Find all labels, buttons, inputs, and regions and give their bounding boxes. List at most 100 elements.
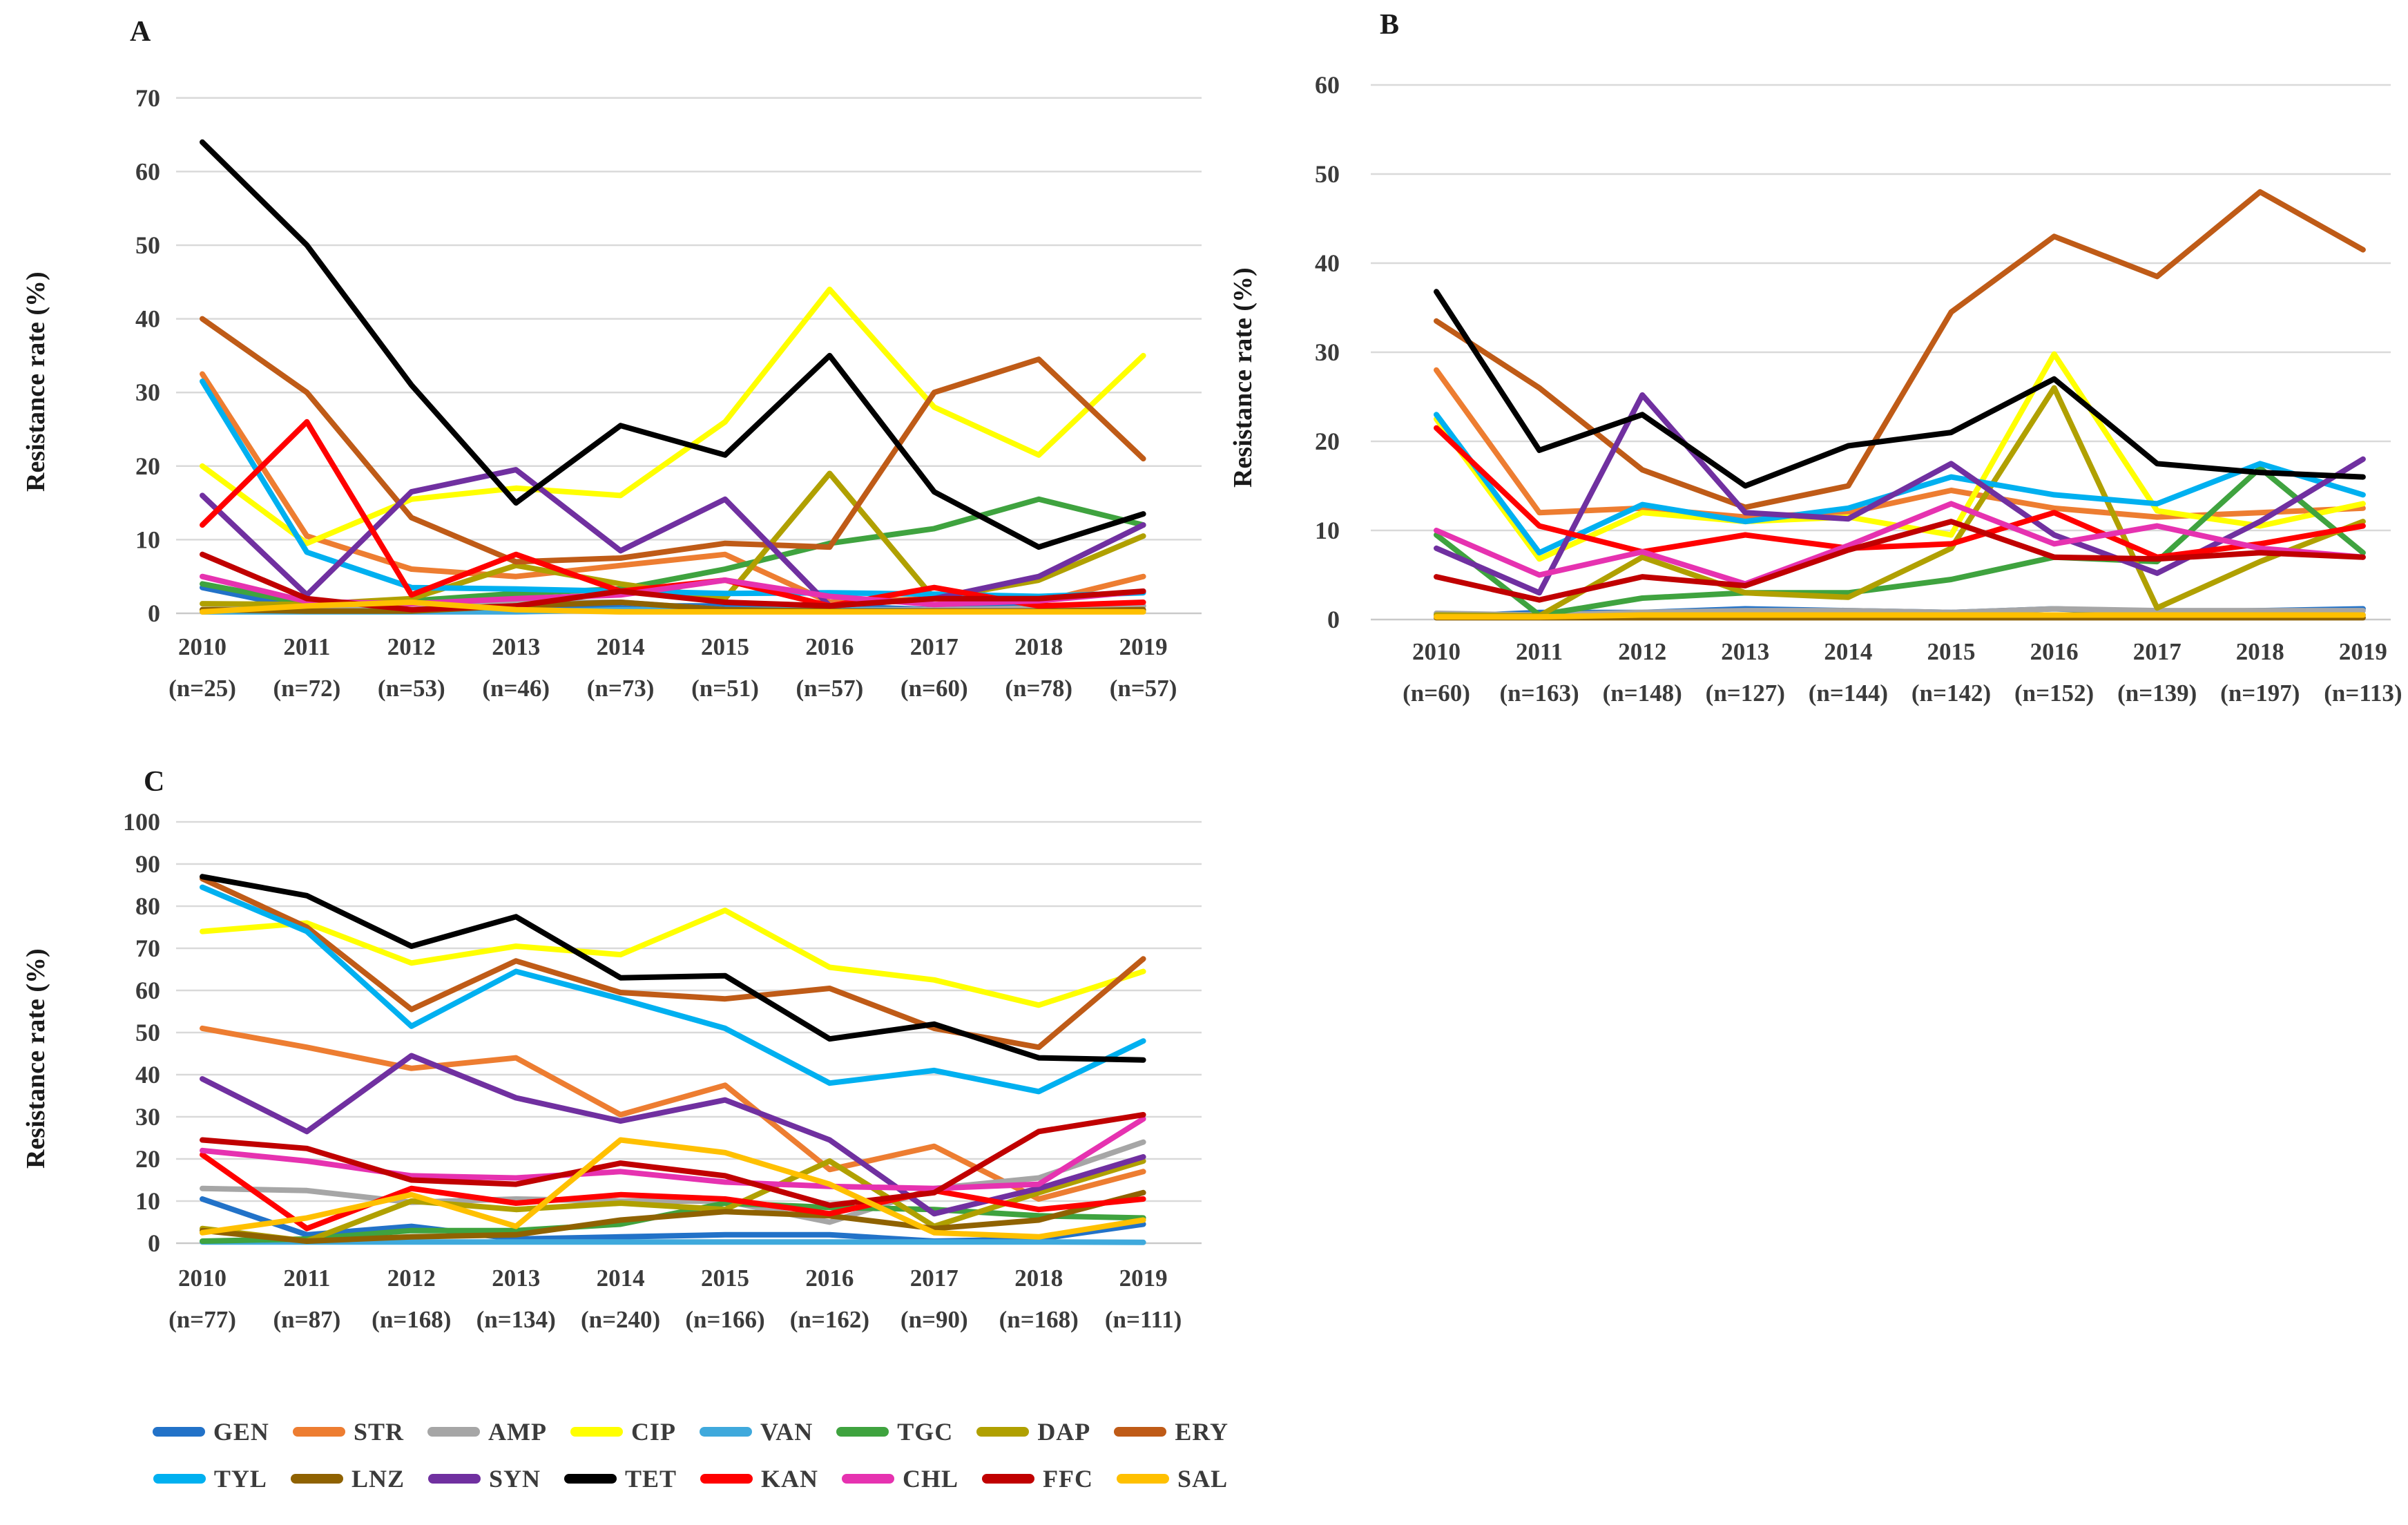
svg-text:50: 50 (135, 1019, 160, 1046)
svg-text:70: 70 (135, 84, 160, 112)
svg-text:2019: 2019 (2339, 638, 2387, 665)
legend-item-dap: DAP (976, 1417, 1090, 1446)
svg-text:2015: 2015 (701, 1265, 749, 1292)
svg-text:30: 30 (135, 1103, 160, 1131)
legend-swatch-tgc (836, 1427, 889, 1437)
svg-text:50: 50 (135, 231, 160, 259)
svg-text:30: 30 (1315, 338, 1340, 366)
legend-item-kan: KAN (700, 1464, 818, 1493)
chart-B-series-ERY (1434, 189, 2366, 510)
legend-item-tyl: TYL (153, 1464, 267, 1493)
svg-text:2010: 2010 (178, 633, 227, 660)
chart-C-series-SYN (200, 1053, 1146, 1217)
legend-label-van: VAN (760, 1418, 813, 1446)
legend-label-tet: TET (625, 1465, 677, 1493)
legend-swatch-gen (152, 1427, 205, 1437)
chart-C: 0 10 20 30 40 50 60 70 80 90 100 2010 (n=77) 2011 (n=8… (123, 808, 1202, 1333)
panel-label-c: C (144, 766, 165, 798)
legend-label-tgc: TGC (897, 1418, 954, 1446)
chart-C-series-VAN (200, 1239, 1146, 1245)
legend-label-str: STR (353, 1418, 404, 1446)
svg-text:30: 30 (135, 378, 160, 406)
chart-C-series-STR (200, 1025, 1146, 1202)
legend-item-syn: SYN (427, 1464, 541, 1493)
legend-row-1: GEN STR AMP CIP VAN TGC DAP ERY (104, 1417, 1278, 1446)
svg-text:2010: 2010 (1412, 638, 1461, 665)
svg-text:2013: 2013 (492, 633, 540, 660)
chart-A-ytick-labels: 0 10 20 30 40 50 60 70 (135, 84, 160, 627)
svg-text:60: 60 (135, 157, 160, 185)
chart-A-series-TET (200, 139, 1146, 550)
legend-swatch-tet (564, 1474, 617, 1484)
chart-C-series-CIP (200, 908, 1146, 1008)
chart-C-series-FFC (200, 1112, 1146, 1209)
y-axis-title-b: Resistance rate (%) (1229, 267, 1258, 488)
chart-C-series-CHL (200, 1116, 1146, 1191)
chart-A-xtick-labels: 2010 (n=25) 2011 (n=72) 2012 (n=53) 2013 (n=46)… (168, 633, 1177, 702)
chart-C-series-SAL (200, 1137, 1146, 1240)
chart-A-series-SYN (200, 467, 1146, 609)
chart-legend: GEN STR AMP CIP VAN TGC DAP ERY TYL LNZ SYN TET KAN C… (104, 1417, 1278, 1511)
chart-A: 0 10 20 30 40 50 60 70 2010 (n=25) 2011 (n=72) 2012 (… (135, 84, 1202, 702)
svg-text:20: 20 (135, 452, 160, 480)
svg-text:2012: 2012 (1618, 638, 1666, 665)
panel-label-a: A (130, 16, 151, 48)
chart-C-series-TYL (200, 884, 1146, 1095)
legend-item-tet: TET (564, 1464, 677, 1493)
svg-text:10: 10 (135, 1187, 160, 1215)
legend-item-sal: SAL (1117, 1464, 1228, 1493)
svg-text:(n=111): (n=111) (1105, 1306, 1182, 1333)
svg-text:0: 0 (148, 600, 160, 627)
svg-text:(n=90): (n=90) (900, 1306, 968, 1333)
legend-swatch-van (699, 1427, 752, 1437)
svg-text:(n=60): (n=60) (1403, 680, 1470, 707)
svg-text:2010: 2010 (178, 1265, 227, 1292)
svg-text:40: 40 (1315, 249, 1340, 277)
legend-label-chl: CHL (903, 1465, 959, 1493)
chart-A-series-SAL (200, 600, 1146, 615)
legend-swatch-ery (1114, 1427, 1167, 1437)
svg-text:(n=168): (n=168) (999, 1306, 1079, 1333)
legend-item-cip: CIP (570, 1417, 676, 1446)
legend-label-amp: AMP (488, 1418, 547, 1446)
svg-text:2016: 2016 (805, 633, 854, 660)
svg-text:0: 0 (1327, 606, 1340, 633)
svg-text:(n=152): (n=152) (2014, 680, 2094, 707)
chart-B-series-TGC (1434, 465, 2366, 618)
legend-item-gen: GEN (152, 1417, 269, 1446)
legend-swatch-tyl (153, 1474, 206, 1484)
chart-A-series-STR (200, 371, 1146, 605)
chart-B-series-SAL (1434, 612, 2366, 620)
legend-item-ery: ERY (1114, 1417, 1229, 1446)
legend-swatch-lnz (290, 1474, 343, 1484)
svg-text:(n=240): (n=240) (581, 1306, 660, 1333)
legend-item-tgc: TGC (836, 1417, 953, 1446)
svg-text:2016: 2016 (2030, 638, 2079, 665)
chart-C-series-TET (200, 874, 1146, 1063)
svg-text:2014: 2014 (597, 1265, 645, 1292)
legend-label-syn: SYN (488, 1465, 541, 1493)
svg-text:2014: 2014 (1824, 638, 1872, 665)
svg-text:(n=57): (n=57) (796, 675, 864, 702)
legend-swatch-amp (427, 1427, 480, 1437)
legend-swatch-syn (427, 1474, 481, 1484)
chart-C-series-AMP (200, 1139, 1146, 1225)
svg-text:(n=25): (n=25) (168, 675, 236, 702)
legend-swatch-sal (1117, 1474, 1170, 1484)
svg-text:2018: 2018 (1014, 1265, 1063, 1292)
svg-text:(n=60): (n=60) (900, 675, 968, 702)
svg-text:(n=51): (n=51) (691, 675, 759, 702)
svg-text:(n=72): (n=72) (273, 675, 341, 702)
svg-text:(n=73): (n=73) (587, 675, 655, 702)
svg-text:90: 90 (135, 850, 160, 878)
legend-label-lnz: LNZ (351, 1465, 405, 1493)
svg-text:(n=57): (n=57) (1110, 675, 1177, 702)
legend-item-ffc: FFC (982, 1464, 1093, 1493)
legend-swatch-ffc (982, 1474, 1035, 1484)
svg-text:50: 50 (1315, 160, 1340, 188)
svg-text:10: 10 (135, 526, 160, 553)
svg-text:(n=148): (n=148) (1603, 680, 1682, 707)
svg-text:60: 60 (1315, 71, 1340, 99)
svg-text:(n=127): (n=127) (1706, 680, 1785, 707)
